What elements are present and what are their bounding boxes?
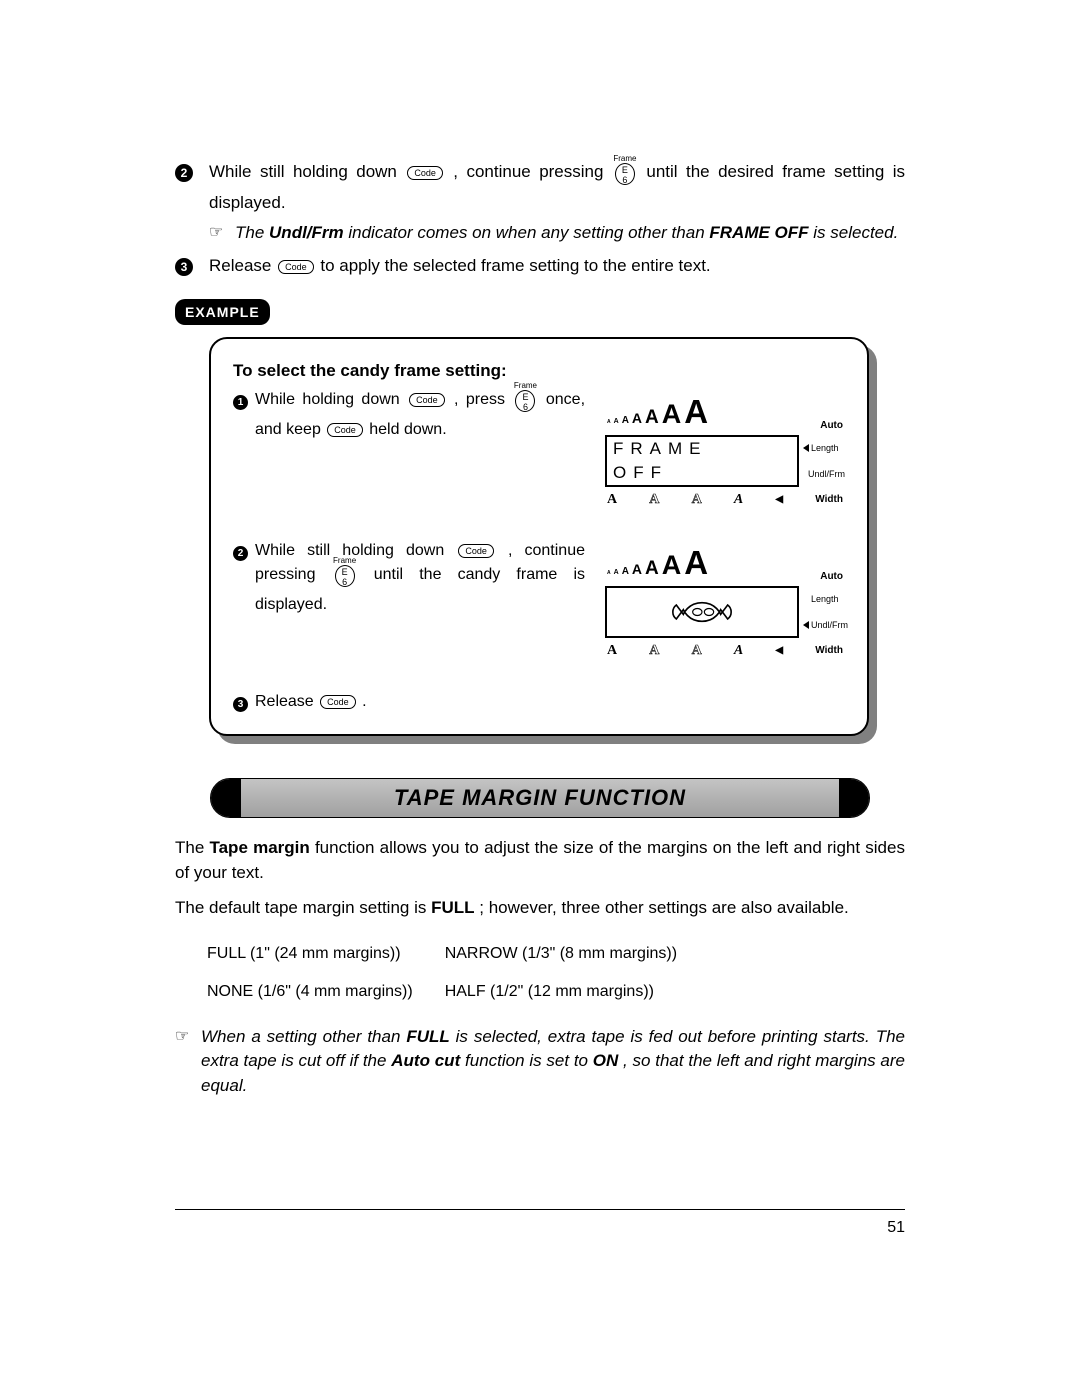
- frame-key: Frame E 6: [515, 390, 535, 418]
- table-row: FULL (1" (24 mm margins)) NARROW (1/3" (…: [207, 936, 707, 971]
- frame-key: Frame E 6: [335, 565, 355, 593]
- margin-none: NONE (1/6" (4 mm margins)): [207, 974, 443, 1009]
- body-paragraph-2: The default tape margin setting is FULL …: [175, 896, 905, 921]
- step-3-badge: 3: [175, 258, 193, 276]
- frame-key: Frame E 6: [615, 163, 635, 191]
- example-step-2: 2 While still holding down Code , contin…: [233, 539, 845, 662]
- page-rule: [175, 1209, 905, 1210]
- candy-icon: [657, 598, 747, 626]
- lcd-display-1: A A A A A A A Auto: [605, 388, 845, 511]
- example-box: To select the candy frame setting: 1 Whi…: [209, 337, 869, 737]
- step-2: 2 While still holding down Code , contin…: [175, 160, 905, 215]
- style-outline-icon: A: [649, 490, 659, 510]
- example-step-3: 3 Release Code .: [233, 690, 845, 715]
- code-key: Code: [278, 260, 314, 274]
- step-2-note: ☞ The Undl/Frm indicator comes on when a…: [209, 221, 905, 246]
- code-key: Code: [458, 544, 494, 558]
- style-outline-icon: A: [692, 490, 702, 510]
- step-3-text: Release Code to apply the selected frame…: [209, 254, 905, 279]
- step-2-text: While still holding down Code , continue…: [209, 160, 905, 215]
- step-3: 3 Release Code to apply the selected fra…: [175, 254, 905, 279]
- code-key: Code: [320, 695, 356, 709]
- section-header: TAPE MARGIN FUNCTION: [175, 778, 905, 818]
- triangle-left-icon: [803, 621, 809, 629]
- arrow-left-icon: ◀: [775, 644, 783, 659]
- page-number: 51: [175, 1216, 905, 1239]
- style-normal-icon: A: [607, 641, 617, 661]
- style-normal-icon: A: [607, 490, 617, 510]
- tape-margin-note: ☞ When a setting other than FULL is sele…: [175, 1025, 905, 1099]
- manual-page: 2 While still holding down Code , contin…: [175, 160, 905, 1239]
- step-2-badge: 2: [175, 164, 193, 182]
- lcd-screen: [605, 586, 799, 638]
- table-row: NONE (1/6" (4 mm margins)) HALF (1/2" (1…: [207, 974, 707, 1009]
- style-outline-icon: A: [649, 641, 659, 661]
- auto-label: Auto: [820, 419, 843, 436]
- style-outline-icon: A: [692, 641, 702, 661]
- example-badge: EXAMPLE: [175, 299, 270, 325]
- size-indicator-icon: A A A A A A A: [607, 539, 708, 587]
- margin-narrow: NARROW (1/3" (8 mm margins)): [445, 936, 707, 971]
- note-icon: ☞: [209, 221, 235, 244]
- code-key: Code: [327, 423, 363, 437]
- margin-settings-table: FULL (1" (24 mm margins)) NARROW (1/3" (…: [205, 934, 709, 1010]
- lcd-screen: FRAME OFF: [605, 435, 799, 487]
- code-key: Code: [407, 166, 443, 180]
- size-indicator-icon: A A A A A A A: [607, 388, 708, 436]
- style-italic-icon: A: [734, 641, 743, 661]
- auto-label: Auto: [820, 570, 843, 587]
- code-key: Code: [409, 393, 445, 407]
- lcd-display-2: A A A A A A A Auto: [605, 539, 845, 662]
- style-italic-icon: A: [734, 490, 743, 510]
- arrow-left-icon: ◀: [775, 493, 783, 508]
- body-paragraph-1: The Tape margin function allows you to a…: [175, 836, 905, 885]
- example-title: To select the candy frame setting:: [233, 359, 845, 384]
- example-step-1: 1 While holding down Code , press Frame …: [233, 388, 845, 511]
- margin-half: HALF (1/2" (12 mm margins)): [445, 974, 707, 1009]
- triangle-left-icon: [803, 444, 809, 452]
- section-title: TAPE MARGIN FUNCTION: [210, 778, 870, 818]
- note-icon: ☞: [175, 1025, 201, 1048]
- margin-full: FULL (1" (24 mm margins)): [207, 936, 443, 971]
